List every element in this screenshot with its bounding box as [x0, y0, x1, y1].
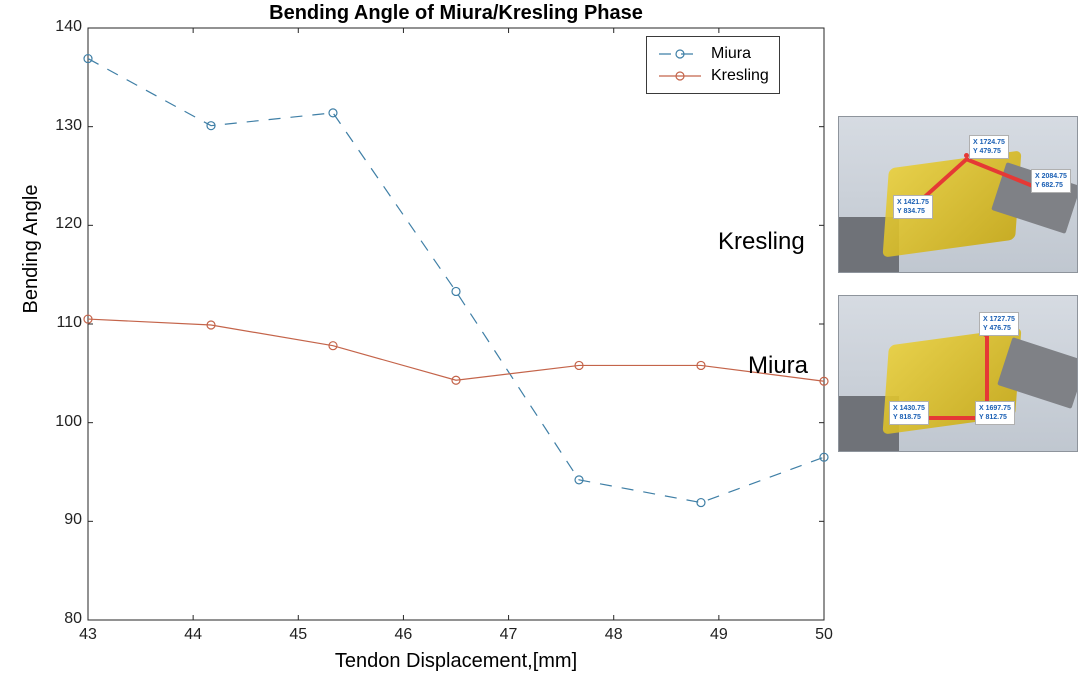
series-marker [697, 361, 705, 369]
x-tick: 48 [599, 626, 629, 644]
x-tick: 45 [283, 626, 313, 644]
x-tick: 49 [704, 626, 734, 644]
series-marker [452, 287, 460, 295]
series-marker [697, 499, 705, 507]
legend-label: Miura [711, 45, 751, 63]
legend-swatch-kresling [657, 66, 703, 86]
series-line-kresling [88, 319, 824, 381]
thumbnail-top: X 1724.75 Y 479.75 X 2084.75 Y 682.75 X 14… [838, 116, 1078, 273]
series-marker [207, 321, 215, 329]
series-marker [575, 476, 583, 484]
legend-swatch-miura [657, 44, 703, 64]
chart-title: Bending Angle of Miura/Kresling Phase [0, 2, 912, 25]
legend: Miura Kresling [646, 36, 780, 94]
y-tick: 140 [44, 18, 82, 36]
series-marker [329, 342, 337, 350]
datatip: X 1697.75 Y 812.75 [975, 401, 1015, 425]
series-marker [820, 453, 828, 461]
y-tick: 100 [44, 413, 82, 431]
datatip: X 1724.75 Y 479.75 [969, 135, 1009, 159]
series-marker [84, 55, 92, 63]
series-line-miura [88, 59, 824, 503]
datatip: X 1430.75 Y 818.75 [889, 401, 929, 425]
y-tick: 110 [44, 314, 82, 332]
legend-entry-miura: Miura [657, 43, 769, 65]
series-marker [452, 376, 460, 384]
y-tick: 80 [44, 610, 82, 628]
x-tick: 44 [178, 626, 208, 644]
x-tick: 47 [494, 626, 524, 644]
series-marker [329, 109, 337, 117]
x-tick: 50 [809, 626, 839, 644]
y-tick: 90 [44, 511, 82, 529]
x-tick: 43 [73, 626, 103, 644]
thumbnail-bottom: X 1727.75 Y 476.75 X 1697.75 Y 812.75 X 14… [838, 295, 1078, 452]
series-marker [820, 377, 828, 385]
series-marker [575, 361, 583, 369]
datatip: X 1727.75 Y 476.75 [979, 312, 1019, 336]
series-marker [207, 122, 215, 130]
annotation-miura: Miura [748, 352, 808, 380]
x-tick: 46 [388, 626, 418, 644]
legend-label: Kresling [711, 67, 769, 85]
x-axis-label: Tendon Displacement,[mm] [0, 650, 912, 673]
datatip: X 1421.75 Y 834.75 [893, 195, 933, 219]
datatip: X 2084.75 Y 682.75 [1031, 169, 1071, 193]
legend-entry-kresling: Kresling [657, 65, 769, 87]
y-tick: 130 [44, 117, 82, 135]
y-tick: 120 [44, 215, 82, 233]
y-axis-label: Bending Angle [20, 99, 43, 399]
series-marker [84, 315, 92, 323]
annotation-kresling: Kresling [718, 228, 805, 256]
